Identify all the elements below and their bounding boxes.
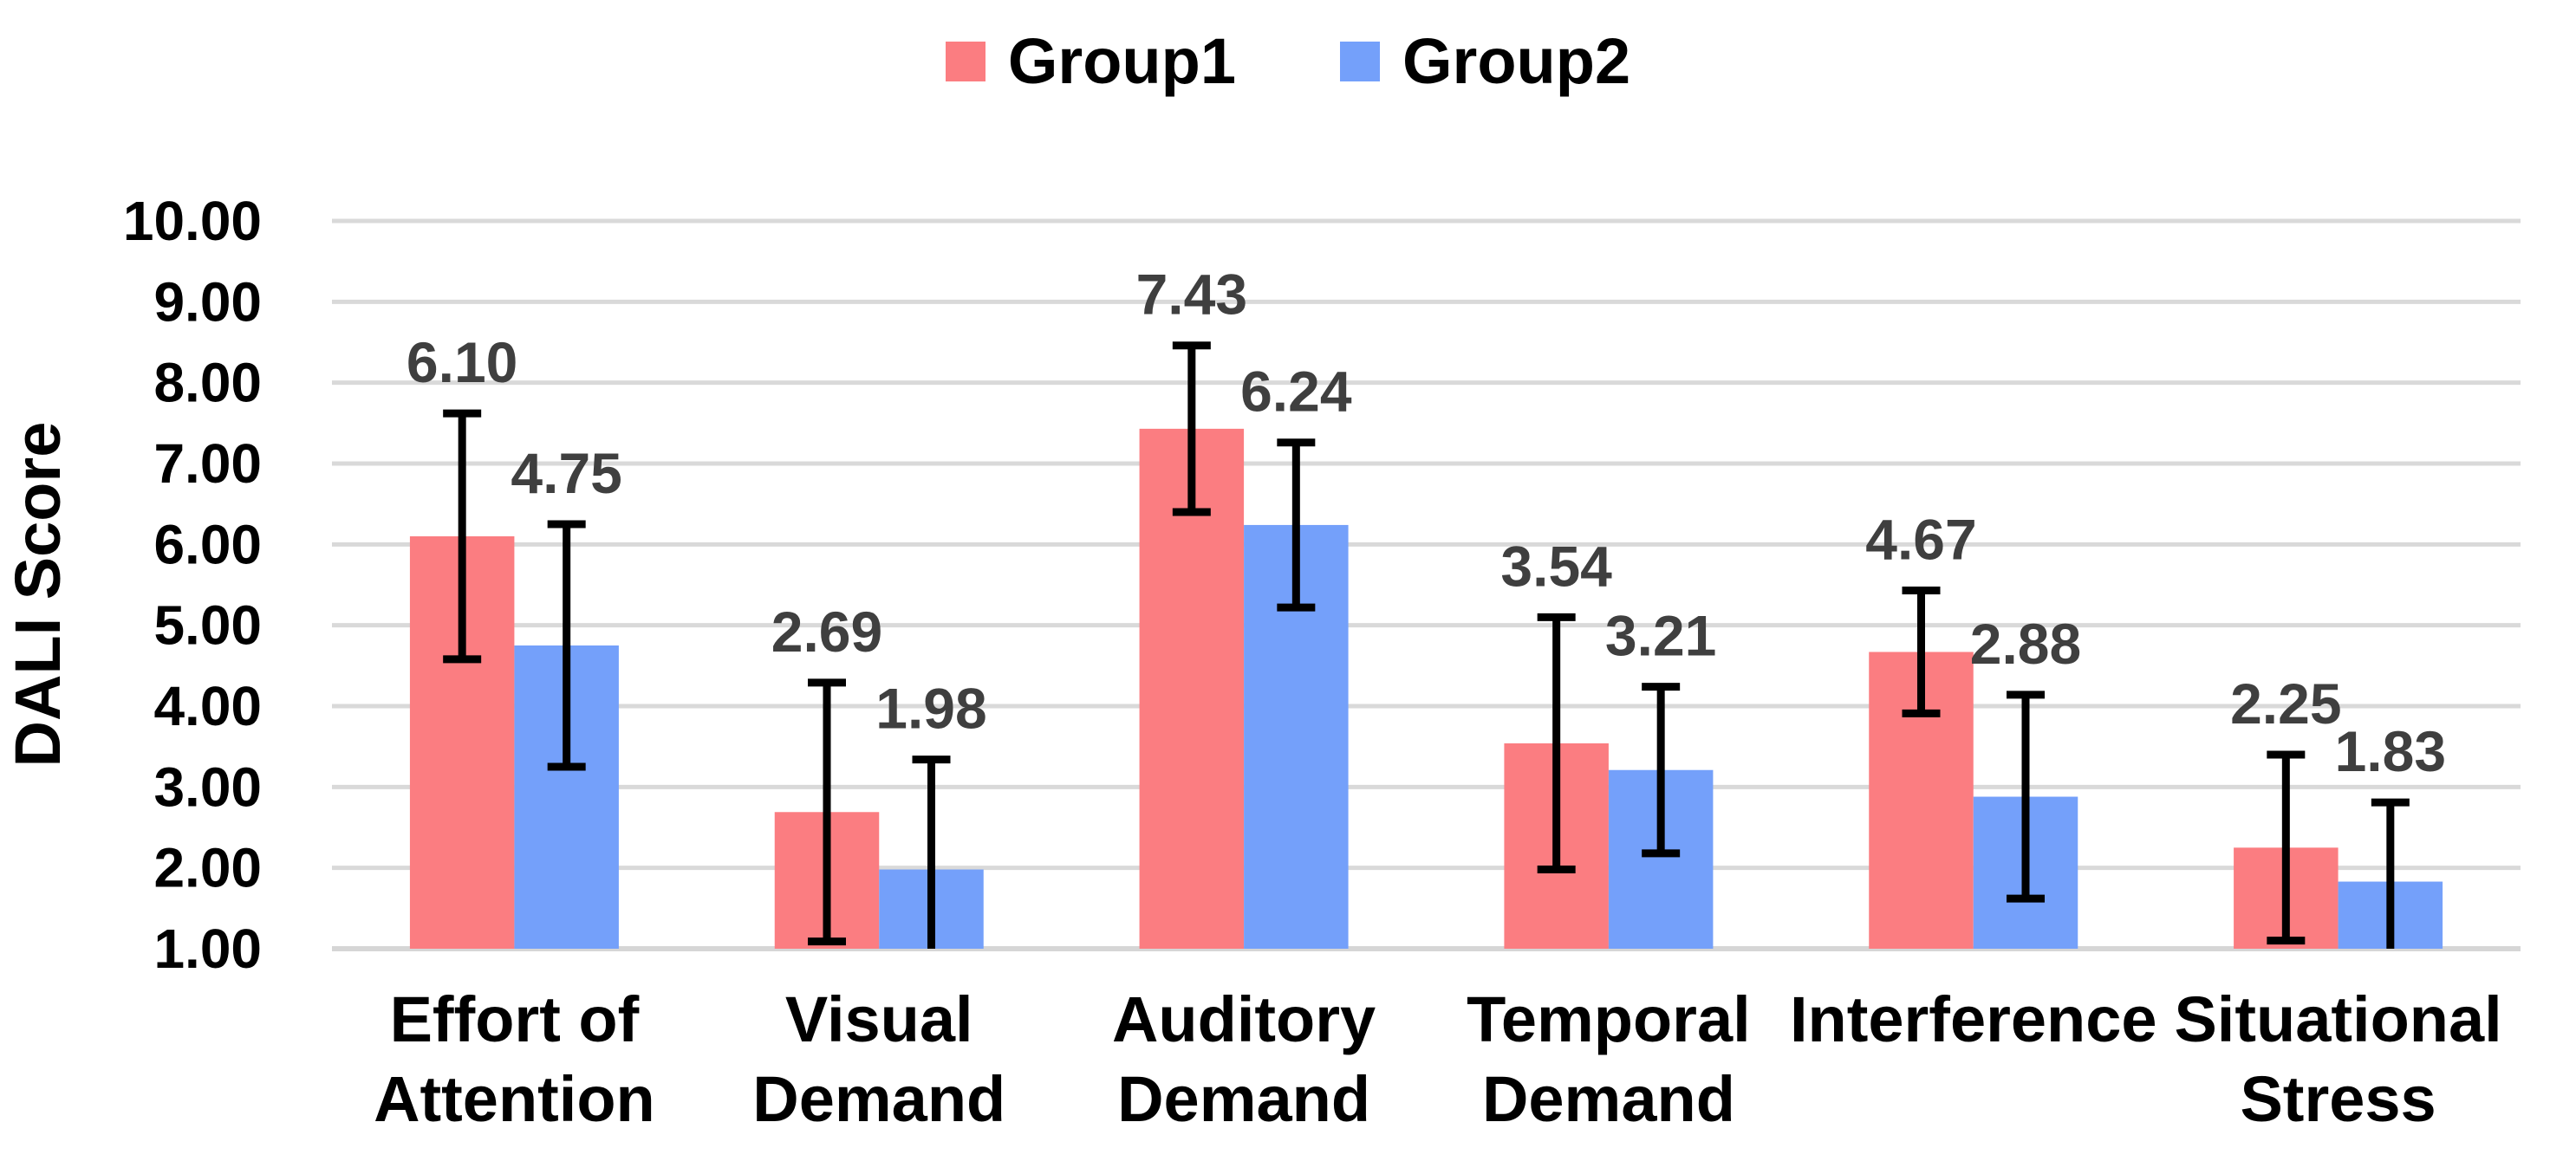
data-label-group2-cat0: 4.75 xyxy=(511,441,621,505)
category-label-cat3: Temporal Demand xyxy=(1467,983,1751,1135)
data-label-group1-cat2: 7.43 xyxy=(1136,263,1247,327)
data-label-group2-cat2: 6.24 xyxy=(1240,360,1352,424)
legend-label-group2: Group2 xyxy=(1402,25,1631,97)
y-tick-label: 4.00 xyxy=(153,675,262,737)
y-tick-label: 7.00 xyxy=(153,432,262,495)
legend-item-group2: Group2 xyxy=(1340,29,1630,94)
data-label-group2-cat1: 1.98 xyxy=(875,677,986,741)
data-label-group1-cat3: 3.54 xyxy=(1500,534,1612,598)
y-tick-label: 8.00 xyxy=(153,352,262,414)
data-label-group1-cat5: 2.25 xyxy=(2230,671,2341,736)
category-label-cat5: Situational Stress xyxy=(2174,983,2501,1135)
data-label-group1-cat1: 2.69 xyxy=(771,600,882,664)
y-tick-label: 9.00 xyxy=(153,270,262,333)
category-label-cat0: Effort of Attention xyxy=(374,983,655,1135)
category-label-cat4: Interference xyxy=(1790,983,2157,1055)
chart-legend: Group1 Group2 xyxy=(0,29,2576,94)
legend-label-group1: Group1 xyxy=(1007,25,1236,97)
y-tick-label: 6.00 xyxy=(153,513,262,575)
category-label-cat1: Visual Demand xyxy=(752,983,1005,1135)
data-label-group2-cat5: 1.83 xyxy=(2335,719,2446,783)
y-tick-label: 2.00 xyxy=(153,837,262,899)
legend-swatch-group2-icon xyxy=(1340,42,1380,81)
y-tick-label: 1.00 xyxy=(153,918,262,980)
data-label-group1-cat4: 4.67 xyxy=(1865,508,1976,572)
y-tick-label: 3.00 xyxy=(153,756,262,818)
category-label-cat2: Auditory Demand xyxy=(1112,983,1376,1135)
data-label-group2-cat4: 2.88 xyxy=(1970,612,2081,676)
legend-item-group1: Group1 xyxy=(945,25,1236,97)
legend-swatch-group1-icon xyxy=(945,42,986,81)
y-tick-label: 5.00 xyxy=(153,594,262,657)
data-label-group2-cat3: 3.21 xyxy=(1605,604,1716,668)
data-label-group1-cat0: 6.10 xyxy=(407,330,517,394)
y-tick-label: 10.00 xyxy=(123,190,262,252)
